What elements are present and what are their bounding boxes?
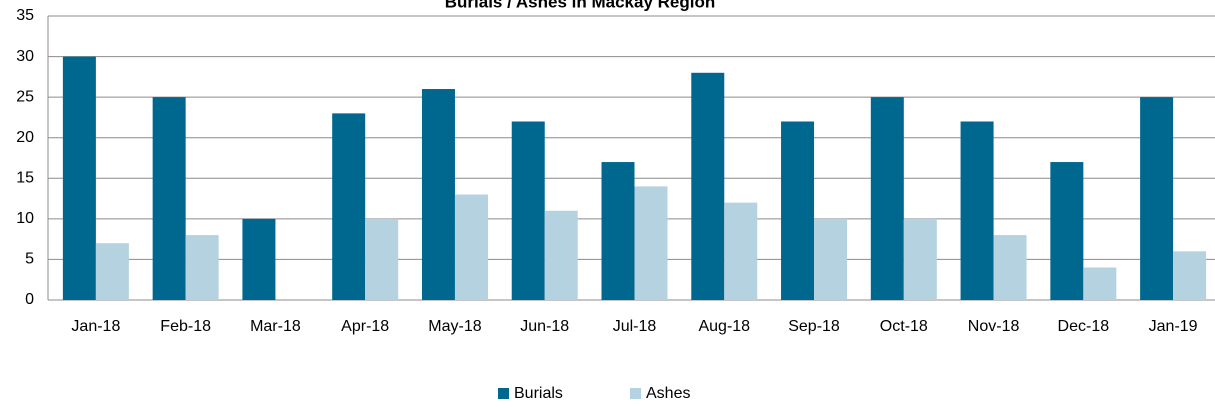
x-tick-label: Jul-18 xyxy=(613,318,657,335)
bar xyxy=(903,218,937,300)
x-tick-label: Aug-18 xyxy=(698,318,750,335)
bar xyxy=(814,218,848,300)
y-tick-label: 35 xyxy=(16,7,34,24)
bar xyxy=(1050,162,1084,300)
x-tick-label: Jan-19 xyxy=(1149,318,1198,335)
bar xyxy=(1083,267,1117,300)
bar xyxy=(332,113,366,300)
bar xyxy=(421,89,455,301)
x-tick-label: Sep-18 xyxy=(788,318,840,335)
legend-swatch xyxy=(630,388,641,399)
legend-swatch xyxy=(498,388,509,399)
bar xyxy=(544,210,578,300)
bar xyxy=(724,202,758,300)
bar xyxy=(691,72,725,300)
y-tick-label: 0 xyxy=(25,291,34,308)
bar xyxy=(1173,251,1207,300)
x-tick-label: Feb-18 xyxy=(160,318,211,335)
x-tick-label: Jun-18 xyxy=(520,318,569,335)
bar xyxy=(993,235,1027,300)
x-tick-label: Apr-18 xyxy=(341,318,389,335)
bar xyxy=(454,194,488,300)
legend-label: Burials xyxy=(514,385,563,402)
bar xyxy=(365,218,399,300)
bar xyxy=(95,243,129,300)
bar xyxy=(62,56,96,301)
x-tick-label: Jan-18 xyxy=(71,318,120,335)
y-tick-label: 5 xyxy=(25,251,34,268)
x-tick-label: Oct-18 xyxy=(880,318,928,335)
x-tick-label: Mar-18 xyxy=(250,318,301,335)
x-tick-label: May-18 xyxy=(428,318,481,335)
bar xyxy=(601,162,635,300)
bar xyxy=(1140,97,1174,301)
bar xyxy=(242,218,276,300)
y-tick-label: 10 xyxy=(16,210,34,227)
bar xyxy=(960,121,994,300)
x-tick-label: Nov-18 xyxy=(968,318,1020,335)
y-tick-label: 15 xyxy=(16,170,34,187)
bar xyxy=(634,186,668,300)
y-tick-label: 20 xyxy=(16,129,34,146)
bar xyxy=(781,121,815,300)
chart-title: Burials / Ashes in Mackay Region xyxy=(445,0,716,11)
y-tick-label: 30 xyxy=(16,48,34,65)
legend-label: Ashes xyxy=(646,385,690,402)
bar xyxy=(152,97,186,301)
x-tick-label: Dec-18 xyxy=(1058,318,1110,335)
y-tick-label: 25 xyxy=(16,88,34,105)
bar xyxy=(511,121,545,300)
bar xyxy=(870,97,904,301)
bar xyxy=(185,235,219,300)
